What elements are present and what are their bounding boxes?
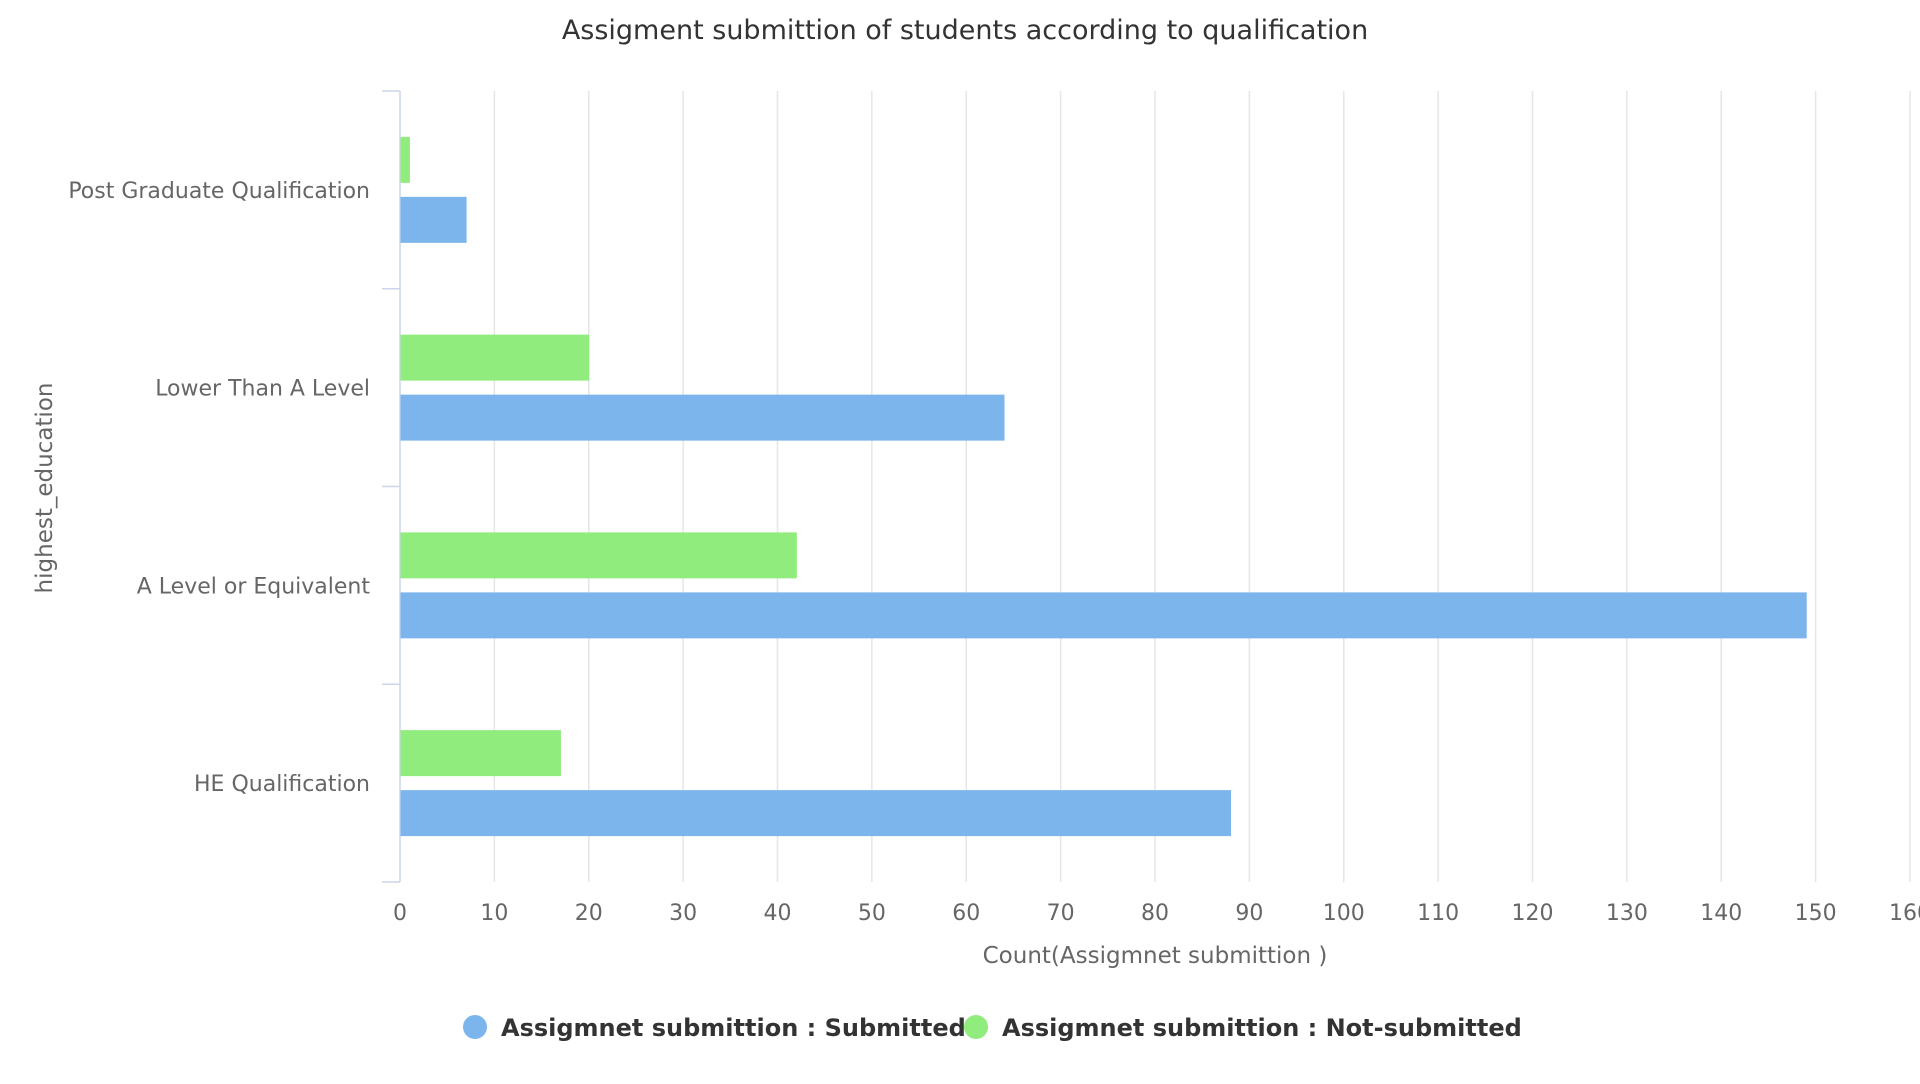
x-tick-label-100: 100	[1323, 901, 1365, 926]
legend-label-not-submitted: Assigmnet submittion : Not-submitted	[1002, 1014, 1522, 1042]
x-tick-label-20: 20	[575, 901, 603, 926]
bar-not-submitted-3[interactable]	[400, 730, 561, 777]
x-tick-label-110: 110	[1417, 901, 1459, 926]
x-tick-label-160: 160	[1889, 901, 1920, 926]
x-tick-label-120: 120	[1512, 901, 1554, 926]
x-tick-label-90: 90	[1235, 901, 1263, 926]
y-category-label-2: A Level or Equivalent	[137, 574, 371, 599]
bar-submitted-3[interactable]	[400, 790, 1232, 837]
x-tick-label-70: 70	[1047, 901, 1075, 926]
chart-title: Assigment submittion of students accordi…	[562, 15, 1368, 46]
x-tick-label-140: 140	[1700, 901, 1742, 926]
axes: 0 10 20 30 40 50 60 70 80 90 100 110 120 130 140 150 160…	[68, 90, 1920, 926]
x-axis-title: Count(Assigmnet submittion )	[983, 943, 1328, 969]
legend-marker-submitted	[463, 1015, 487, 1039]
grid-lines	[493, 91, 1911, 882]
x-tick-label-150: 150	[1795, 901, 1837, 926]
bar-submitted-2[interactable]	[400, 592, 1807, 639]
legend-label-submitted: Assigmnet submittion : Submitted	[501, 1014, 966, 1042]
bar-not-submitted-1[interactable]	[400, 334, 590, 381]
x-tick-label-60: 60	[952, 901, 980, 926]
y-axis-title: highest_education	[32, 383, 58, 594]
legend-item-not-submitted[interactable]: Assigmnet submittion : Not-submitted	[964, 1014, 1522, 1042]
x-tick-label-30: 30	[669, 901, 697, 926]
y-category-label-3: HE Qualification	[194, 772, 370, 797]
y-category-label-0: Post Graduate Qualification	[68, 179, 370, 204]
bar-not-submitted-0[interactable]	[400, 136, 410, 183]
x-tick-label-10: 10	[480, 901, 508, 926]
x-tick-label-40: 40	[764, 901, 792, 926]
x-tick-label-50: 50	[858, 901, 886, 926]
y-category-label-1: Lower Than A Level	[155, 377, 370, 402]
legend-marker-not-submitted	[964, 1015, 988, 1039]
bars	[400, 136, 1807, 837]
legend: Assigmnet submittion : Submitted Assigmn…	[463, 1014, 1522, 1042]
x-tick-label-0: 0	[393, 901, 407, 926]
bar-submitted-0[interactable]	[400, 196, 467, 243]
x-tick-label-80: 80	[1141, 901, 1169, 926]
bar-submitted-1[interactable]	[400, 394, 1005, 441]
x-tick-label-130: 130	[1606, 901, 1648, 926]
bar-not-submitted-2[interactable]	[400, 532, 797, 579]
legend-item-submitted[interactable]: Assigmnet submittion : Submitted	[463, 1014, 966, 1042]
